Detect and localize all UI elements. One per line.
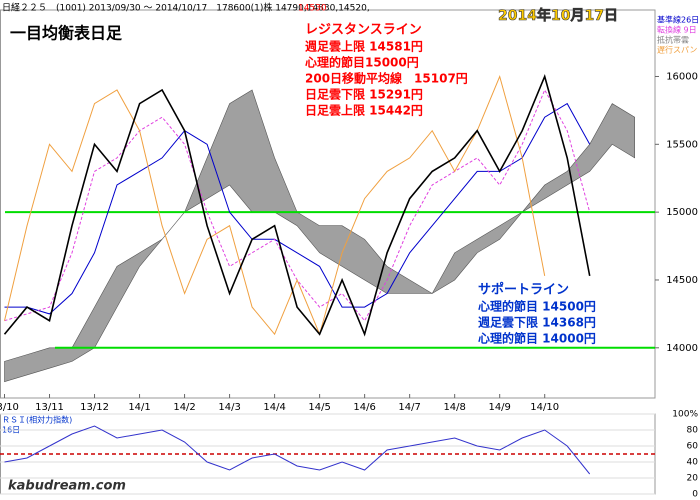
annotation-title: レジスタンスライン <box>305 23 422 38</box>
date-label: 2014年10月17日 <box>498 7 618 24</box>
annotation-line: 日足雲上限 15442円 <box>305 103 423 118</box>
header: 日経２２５ (1001) 2013/09/30 ～ 2014/10/17 178… <box>2 2 370 14</box>
x-tick-label: 14/3 <box>218 402 240 413</box>
legend-entry: 転換線 9日 <box>657 25 697 35</box>
rsi-tick-label: 0 <box>692 490 698 500</box>
annotation-line: 200日移動平均線 15107円 <box>305 71 468 86</box>
cloud <box>4 89 635 383</box>
x-tick-label: 14/6 <box>353 402 375 413</box>
x-tick-label: 13/12 <box>80 402 109 413</box>
rsi-tick-label: 100% <box>672 410 698 420</box>
annotation-title: サポートライン <box>478 282 569 298</box>
annotation-line: 週足雲上限 14581円 <box>305 39 423 54</box>
rsi-tick-label: 60 <box>687 442 699 452</box>
x-tick-label: 14/8 <box>443 402 465 413</box>
y-tick-label: 15000 <box>666 207 698 218</box>
plot-frame <box>0 9 656 399</box>
x-tick-label: 14/4 <box>263 402 285 413</box>
rsi-title: ＲＳＩ(相対力指数) <box>2 415 72 425</box>
annotation-line: 心理的節目 14500円 <box>478 299 596 314</box>
indicator-line <box>4 102 591 315</box>
x-tick-label: 13/10 <box>0 402 19 413</box>
x-tick-label: 14/2 <box>173 402 195 413</box>
annotation-line: 日足雲下限 15291円 <box>305 87 423 102</box>
x-tick-label: 13/11 <box>35 402 64 413</box>
chart-title: 一目均衡表日足 <box>10 24 123 43</box>
rsi-tick-label: 40 <box>687 458 699 468</box>
rsi-tick-label: 20 <box>687 474 699 484</box>
legend-entry: 抵抗帯雲 <box>657 35 689 45</box>
header-last: 14530 <box>298 4 327 14</box>
legend-entry: 遅行スパン <box>657 45 697 55</box>
annotation-line: 心理的節目15000円 <box>305 55 419 70</box>
legend-entry: 基準線26日 <box>657 15 699 25</box>
x-tick-label: 14/10 <box>530 402 559 413</box>
y-tick-label: 14000 <box>666 343 698 354</box>
y-tick-label: 15500 <box>666 139 698 150</box>
annotation-line: 週足雲下限 14368円 <box>478 315 596 330</box>
rsi-tick-label: 80 <box>687 426 699 436</box>
indicator-line <box>4 74 546 336</box>
x-tick-label: 14/7 <box>398 402 420 413</box>
y-tick-label: 16000 <box>666 71 698 82</box>
annotation-line: 心理的節目 14000円 <box>478 331 596 346</box>
x-tick-label: 14/9 <box>488 402 510 413</box>
watermark: kabudream.com <box>8 479 126 494</box>
x-tick-label: 14/5 <box>308 402 330 413</box>
x-tick-label: 14/1 <box>128 402 150 413</box>
y-tick-label: 14500 <box>666 275 698 286</box>
rsi-line <box>4 425 591 475</box>
price-line <box>3 74 591 337</box>
